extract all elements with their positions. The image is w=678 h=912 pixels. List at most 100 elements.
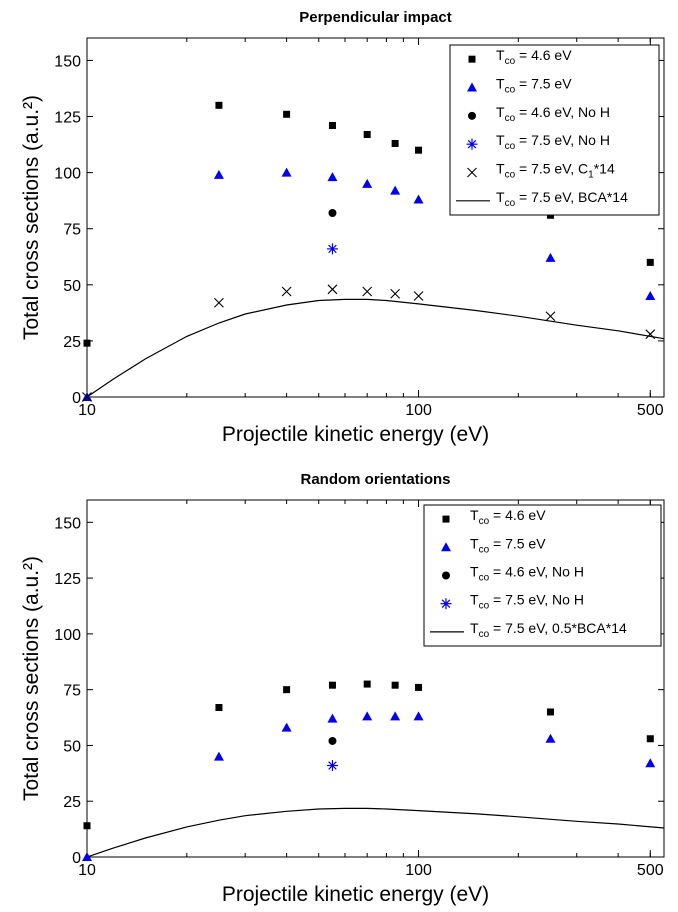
chart-1-series-5-point — [281, 286, 292, 297]
chart-2-ytick-label: 75 — [63, 683, 81, 700]
chart-2-legend-entry-3-swatch — [442, 571, 450, 580]
chart-2-legend-entry-5-label: Tco = 7.5 eV, 0.5*BCA*14 — [470, 620, 627, 640]
chart-1-series-5-point — [413, 291, 424, 301]
chart-2-series-2-point — [281, 722, 292, 732]
chart-2-series-2 — [82, 711, 656, 861]
chart-2-series-4 — [326, 760, 338, 772]
chart-1-series-5 — [82, 284, 656, 402]
chart-2-ytick-label: 125 — [54, 571, 81, 588]
chart-1-ylabel: Total cross sections (a.u.²) — [20, 95, 43, 340]
chart-2-plot-area — [87, 807, 664, 857]
chart-1-series-5-point — [645, 329, 656, 340]
chart-1-series-4 — [326, 243, 338, 255]
chart-1-legend-entry-2-label: Tco = 7.5 eV — [496, 76, 572, 96]
chart-2-legend-entry-2-swatch — [441, 542, 451, 552]
chart-2-legend-entry-2-label: Tco = 7.5 eV — [470, 535, 546, 555]
chart-2-xtick-label: 100 — [405, 862, 432, 879]
chart-1-series-3 — [328, 209, 337, 218]
chart-1-series-5-point — [327, 284, 338, 295]
chart-2: Random orientations 0 25 50 75 100 125 150 10 100… — [20, 471, 665, 906]
chart-2-series-3-point — [328, 736, 337, 745]
chart-1-ytick-label: 25 — [63, 334, 81, 351]
chart-1-xlabel: Projectile kinetic energy (eV) — [222, 423, 489, 446]
chart-1: Perpendicular impact 0 25 50 75 100 125 150 10 10… — [20, 9, 665, 446]
chart-2-series-1-point — [391, 681, 399, 689]
chart-2-series-2-point — [327, 713, 338, 723]
chart-2-series-3 — [328, 736, 337, 745]
chart-2-series-1 — [83, 680, 654, 830]
chart-1-series-1-point — [215, 101, 223, 109]
chart-1-title: Perpendicular impact — [299, 9, 452, 26]
chart-1-legend-entry-5-label: Tco = 7.5 eV, C1*14 — [496, 161, 615, 181]
chart-2-series-1-point — [328, 681, 336, 689]
chart-2-series-1-point — [363, 680, 371, 688]
chart-1-legend-entry-6-label: Tco = 7.5 eV, BCA*14 — [496, 189, 628, 209]
chart-2-legend-entry-3-label: Tco = 4.6 eV, No H — [470, 564, 584, 584]
chart-1-series-2-point — [545, 252, 556, 262]
chart-1-legend-entry-1-swatch — [468, 55, 476, 63]
chart-2-legend: Tco = 4.6 eV Tco = 7.5 eV Tco = 4.6 eV, No… — [423, 504, 662, 647]
chart-1-series-1-point — [391, 139, 399, 147]
chart-1-xtick-label: 500 — [637, 402, 664, 419]
chart-1-ytick-label: 75 — [63, 222, 81, 239]
chart-2-series-1-point — [83, 822, 91, 830]
chart-1-legend-entry-5-swatch — [467, 167, 477, 178]
chart-1-series-3-point — [328, 209, 337, 218]
chart-2-legend-entry-4-swatch — [440, 598, 452, 610]
chart-1-ytick-label: 150 — [54, 53, 81, 70]
chart-1-xtick-label: 10 — [78, 402, 96, 419]
chart-2-ytick-label: 50 — [63, 738, 81, 755]
chart-2-axes-box — [86, 499, 665, 858]
chart-1-series-2-point — [362, 178, 373, 188]
chart-1-series-1-point — [328, 122, 336, 130]
chart-1-series-2-point — [327, 172, 338, 182]
chart-1-legend: Tco = 4.6 eV Tco = 7.5 eV Tco = 4.6 eV, No… — [449, 44, 660, 216]
chart-2-series-1-point — [546, 708, 554, 716]
chart-1-ytick-label: 50 — [63, 278, 81, 295]
chart-2-series-1-point — [283, 686, 291, 694]
chart-2-series-2-point — [362, 711, 373, 721]
chart-2-legend-entry-4-label: Tco = 7.5 eV, No H — [470, 592, 584, 612]
chart-1-series-4-point — [326, 243, 338, 255]
chart-2-ylabel: Total cross sections (a.u.²) — [20, 556, 43, 801]
chart-1-ytick-label: 0 — [72, 390, 81, 407]
chart-1-series-5-point — [82, 392, 92, 402]
chart-2-title: Random orientations — [300, 471, 450, 488]
chart-1-series-5-point — [214, 297, 224, 308]
chart-1-series-1-point — [415, 146, 423, 154]
chart-1-legend-box — [449, 44, 660, 216]
chart-1-legend-entry-4-label: Tco = 7.5 eV, No H — [496, 132, 610, 152]
chart-2-series-2-point — [545, 733, 556, 743]
chart-2-ytick-label: 0 — [72, 850, 81, 867]
chart-2-series-5-line — [87, 807, 664, 857]
chart-1-series-2-point — [213, 169, 224, 179]
chart-1-series-5-point — [362, 286, 373, 297]
chart-1-xtick-label: 100 — [405, 402, 432, 419]
chart-1-legend-entry-1-label: Tco = 4.6 eV — [496, 47, 572, 67]
chart-2-series-1-point — [415, 683, 423, 691]
chart-1-series-6-line — [87, 298, 664, 397]
chart-2-ytick-label: 150 — [54, 515, 81, 532]
chart-1-series-1-point — [363, 130, 371, 138]
chart-1-legend-entry-4-swatch — [466, 138, 478, 150]
chart-2-legend-box — [423, 504, 662, 647]
chart-1-series-1-point — [283, 110, 291, 118]
chart-2-xlabel: Projectile kinetic energy (eV) — [222, 883, 489, 906]
chart-1-series-1-point — [646, 258, 654, 266]
chart-2-ytick-label: 100 — [54, 627, 81, 644]
chart-2-series-2-point — [645, 758, 656, 768]
chart-1-series-1-point — [83, 339, 91, 347]
chart-2-series-4-point — [326, 760, 338, 772]
chart-2-series-2-point — [213, 751, 224, 761]
chart-1-legend-entry-3-swatch — [468, 111, 476, 120]
chart-1-legend-entry-2-swatch — [467, 82, 477, 92]
chart-2-legend-entry-1-label: Tco = 4.6 eV — [470, 507, 546, 527]
chart-2-legend-entry-1-swatch — [442, 515, 450, 523]
chart-2-series-1-point — [215, 704, 223, 712]
chart-2-series-2-point — [413, 711, 424, 721]
chart-2-series-2-point — [82, 852, 92, 861]
chart-2-series-1-point — [646, 735, 654, 743]
chart-2-ytick-label: 25 — [63, 794, 81, 811]
chart-1-series-2-point — [645, 291, 656, 301]
